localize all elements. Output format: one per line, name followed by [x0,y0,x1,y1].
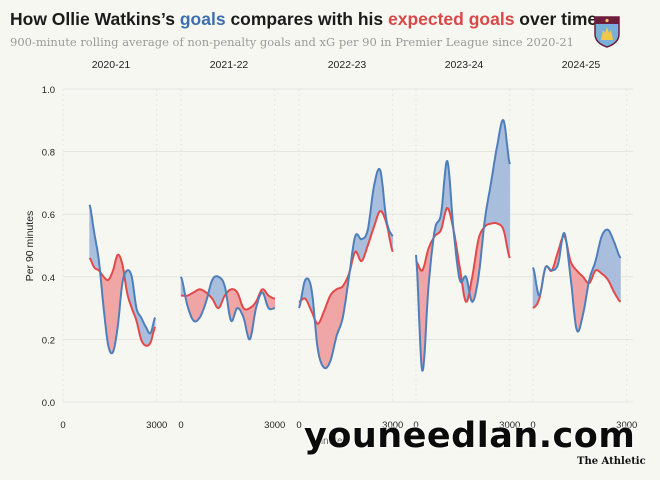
chart-subtitle: 900-minute rolling average of non-penalt… [10,35,574,49]
goals-line-2020-21 [88,204,157,355]
panel-title-2020-21: 2020-21 [92,59,131,71]
x-tick-label: 0 [530,420,535,431]
y-tick-label: 0.4 [42,273,55,284]
fill-between-segment [273,298,276,309]
title-part-2: compares with his [225,9,388,29]
y-tick-label: 0.6 [42,210,55,221]
goals-line-2022-23 [298,167,394,370]
x-tick-label: 3000 [264,420,285,431]
goals-line-2023-24 [415,119,511,372]
x-axis-label: Minutes [312,436,347,447]
panel-title-2022-23: 2022-23 [328,59,367,71]
x-tick-label: 3000 [616,420,637,431]
source-credit: The Athletic [577,456,646,467]
x-tick-label: 3000 [382,420,403,431]
y-tick-label: 1.0 [42,85,55,96]
fill-between-segment [619,256,621,303]
title-goals-word: goals [179,9,226,29]
x-tick-label: 3000 [146,420,167,431]
y-tick-label: 0.0 [42,398,55,409]
xg-line-2021-22 [180,288,276,311]
goals-line-2024-25 [532,228,622,333]
chart-title: How Ollie Watkins’s goals compares with … [10,9,597,30]
fill-between-segment [508,161,511,259]
xg-line-2023-24 [415,206,511,303]
y-axis-label: Per 90 minutes [24,211,36,282]
watermark: youneedlan.com [304,416,636,456]
y-tick-label: 0.8 [42,148,55,159]
panel-title-2021-22: 2021-22 [210,59,249,71]
goals-line-2021-22 [180,275,276,341]
x-tick-label: 0 [60,420,65,431]
x-tick-label: 0 [413,420,418,431]
x-tick-label: 0 [296,420,301,431]
title-xg-word: expected goals [387,9,515,29]
y-tick-label: 0.2 [42,335,55,346]
x-tick-label: 0 [178,420,183,431]
x-tick-label: 3000 [499,420,520,431]
club-crest-logo [594,16,620,48]
title-part-1: How Ollie Watkins’s [10,9,180,29]
title-part-3: over time [514,9,598,29]
panel-title-2024-25: 2024-25 [562,59,601,71]
panel-title-2023-24: 2023-24 [445,59,484,71]
